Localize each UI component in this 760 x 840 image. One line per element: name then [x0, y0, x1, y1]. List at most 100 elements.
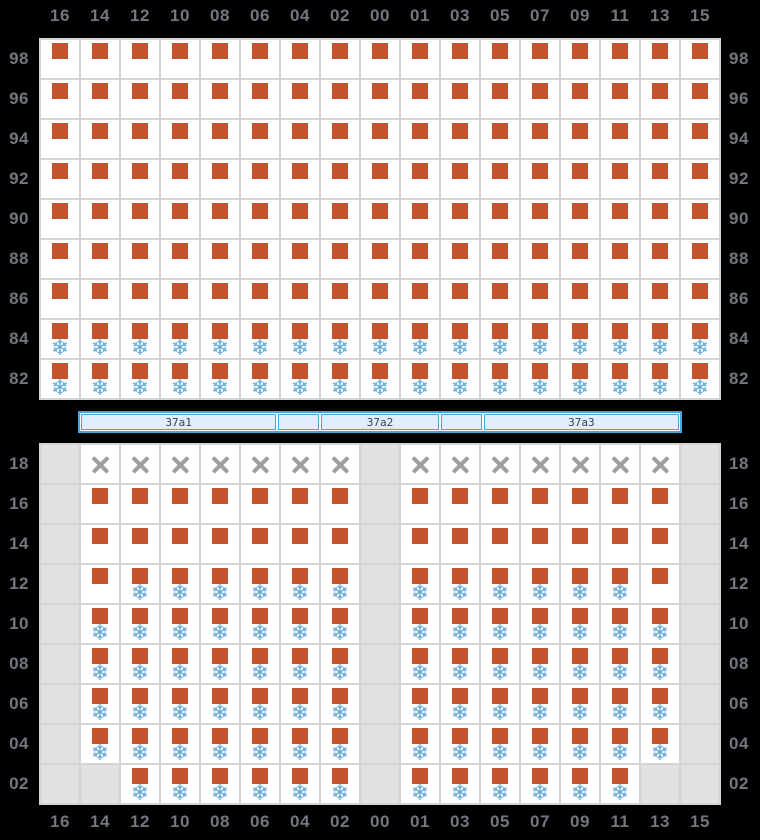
slot-98-04[interactable]: [281, 40, 319, 78]
slot-92-16[interactable]: [41, 160, 79, 198]
slot-84-10[interactable]: ❄: [161, 320, 199, 358]
slot-10-02[interactable]: ❄: [321, 605, 359, 643]
slot-90-09[interactable]: [561, 200, 599, 238]
slot-86-02[interactable]: [321, 280, 359, 318]
slot-94-10[interactable]: [161, 120, 199, 158]
slot-98-08[interactable]: [201, 40, 239, 78]
slot-92-12[interactable]: [121, 160, 159, 198]
slot-82-14[interactable]: ❄: [81, 360, 119, 398]
slot-04-04[interactable]: ❄: [281, 725, 319, 763]
slot-06-07[interactable]: ❄: [521, 685, 559, 723]
slot-14-10[interactable]: [161, 525, 199, 563]
slot-88-01[interactable]: [401, 240, 439, 278]
slot-10-03[interactable]: ❄: [441, 605, 479, 643]
slot-06-14[interactable]: ❄: [81, 685, 119, 723]
slot-82-03[interactable]: ❄: [441, 360, 479, 398]
slot-98-09[interactable]: [561, 40, 599, 78]
slot-96-07[interactable]: [521, 80, 559, 118]
slot-14-02[interactable]: [321, 525, 359, 563]
slot-94-02[interactable]: [321, 120, 359, 158]
slot-88-11[interactable]: [601, 240, 639, 278]
slot-92-01[interactable]: [401, 160, 439, 198]
slot-88-06[interactable]: [241, 240, 279, 278]
slot-86-14[interactable]: [81, 280, 119, 318]
slot-02-10[interactable]: ❄: [161, 765, 199, 803]
slot-92-04[interactable]: [281, 160, 319, 198]
slot-02-11[interactable]: ❄: [601, 765, 639, 803]
slot-98-00[interactable]: [361, 40, 399, 78]
slot-84-01[interactable]: ❄: [401, 320, 439, 358]
hatch-segment-37a1[interactable]: 37a1: [81, 414, 277, 430]
slot-94-12[interactable]: [121, 120, 159, 158]
slot-94-05[interactable]: [481, 120, 519, 158]
slot-94-16[interactable]: [41, 120, 79, 158]
slot-94-03[interactable]: [441, 120, 479, 158]
slot-90-00[interactable]: [361, 200, 399, 238]
slot-12-10[interactable]: ❄: [161, 565, 199, 603]
slot-92-09[interactable]: [561, 160, 599, 198]
slot-10-01[interactable]: ❄: [401, 605, 439, 643]
slot-04-05[interactable]: ❄: [481, 725, 519, 763]
slot-94-11[interactable]: [601, 120, 639, 158]
slot-92-11[interactable]: [601, 160, 639, 198]
slot-14-11[interactable]: [601, 525, 639, 563]
slot-04-06[interactable]: ❄: [241, 725, 279, 763]
slot-88-16[interactable]: [41, 240, 79, 278]
slot-14-14[interactable]: [81, 525, 119, 563]
slot-96-04[interactable]: [281, 80, 319, 118]
slot-08-06[interactable]: ❄: [241, 645, 279, 683]
slot-94-14[interactable]: [81, 120, 119, 158]
slot-84-05[interactable]: ❄: [481, 320, 519, 358]
slot-90-04[interactable]: [281, 200, 319, 238]
slot-82-06[interactable]: ❄: [241, 360, 279, 398]
slot-04-11[interactable]: ❄: [601, 725, 639, 763]
slot-10-06[interactable]: ❄: [241, 605, 279, 643]
slot-88-04[interactable]: [281, 240, 319, 278]
slot-16-13[interactable]: [641, 485, 679, 523]
slot-12-09[interactable]: ❄: [561, 565, 599, 603]
slot-08-08[interactable]: ❄: [201, 645, 239, 683]
slot-14-06[interactable]: [241, 525, 279, 563]
slot-06-03[interactable]: ❄: [441, 685, 479, 723]
slot-98-02[interactable]: [321, 40, 359, 78]
slot-16-08[interactable]: [201, 485, 239, 523]
slot-16-11[interactable]: [601, 485, 639, 523]
slot-82-09[interactable]: ❄: [561, 360, 599, 398]
slot-12-04[interactable]: ❄: [281, 565, 319, 603]
slot-98-16[interactable]: [41, 40, 79, 78]
slot-16-03[interactable]: [441, 485, 479, 523]
slot-86-06[interactable]: [241, 280, 279, 318]
slot-08-11[interactable]: ❄: [601, 645, 639, 683]
slot-86-03[interactable]: [441, 280, 479, 318]
slot-88-03[interactable]: [441, 240, 479, 278]
slot-82-00[interactable]: ❄: [361, 360, 399, 398]
slot-12-14[interactable]: [81, 565, 119, 603]
slot-82-04[interactable]: ❄: [281, 360, 319, 398]
slot-04-08[interactable]: ❄: [201, 725, 239, 763]
slot-94-15[interactable]: [681, 120, 719, 158]
slot-96-08[interactable]: [201, 80, 239, 118]
slot-86-00[interactable]: [361, 280, 399, 318]
slot-02-04[interactable]: ❄: [281, 765, 319, 803]
slot-88-14[interactable]: [81, 240, 119, 278]
slot-96-14[interactable]: [81, 80, 119, 118]
slot-86-01[interactable]: [401, 280, 439, 318]
slot-84-03[interactable]: ❄: [441, 320, 479, 358]
slot-06-12[interactable]: ❄: [121, 685, 159, 723]
slot-04-10[interactable]: ❄: [161, 725, 199, 763]
slot-02-01[interactable]: ❄: [401, 765, 439, 803]
slot-14-08[interactable]: [201, 525, 239, 563]
slot-98-06[interactable]: [241, 40, 279, 78]
slot-06-05[interactable]: ❄: [481, 685, 519, 723]
slot-86-11[interactable]: [601, 280, 639, 318]
slot-84-08[interactable]: ❄: [201, 320, 239, 358]
slot-08-12[interactable]: ❄: [121, 645, 159, 683]
slot-12-12[interactable]: ❄: [121, 565, 159, 603]
slot-86-13[interactable]: [641, 280, 679, 318]
slot-96-10[interactable]: [161, 80, 199, 118]
slot-08-04[interactable]: ❄: [281, 645, 319, 683]
slot-92-14[interactable]: [81, 160, 119, 198]
slot-94-13[interactable]: [641, 120, 679, 158]
slot-12-13[interactable]: [641, 565, 679, 603]
slot-98-10[interactable]: [161, 40, 199, 78]
